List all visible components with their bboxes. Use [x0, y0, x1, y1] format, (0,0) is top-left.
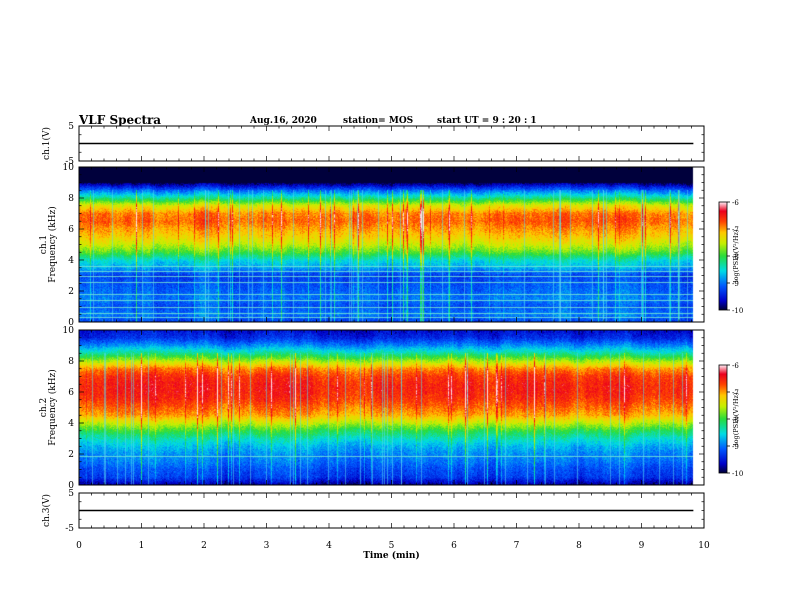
y-tick-label: 0	[68, 481, 74, 491]
ch1-spectrogram-colorbar	[719, 202, 727, 310]
x-tick-label: 9	[639, 541, 645, 551]
y-tick-label: 6	[68, 225, 74, 235]
start-time-label: start UT = 9 : 20 : 1	[437, 116, 537, 126]
x-axis-label: Time (min)	[363, 550, 420, 561]
colorbar-label: log(PSD)(V²/Hz)	[732, 229, 740, 282]
x-tick-label: 10	[698, 541, 710, 551]
x-tick-label: 7	[514, 541, 520, 551]
colorbar-tick-label: -8	[732, 416, 739, 424]
y-axis-label: ch.3(V)	[41, 494, 52, 527]
colorbar-tick-label: -8	[732, 253, 739, 261]
x-tick-label: 8	[576, 541, 582, 551]
x-tick-label: 2	[201, 541, 207, 551]
y-tick-label: 5	[68, 122, 74, 132]
y-tick-label: 2	[68, 450, 74, 460]
y-tick-label: 2	[68, 287, 74, 297]
y-tick-label: 4	[68, 419, 74, 429]
colorbar-tick-label: -6	[732, 199, 739, 207]
ch2-spectrogram-colorbar	[719, 365, 727, 473]
y-tick-label: 4	[68, 256, 74, 266]
x-tick-label: 4	[326, 541, 332, 551]
x-tick-label: 0	[76, 541, 82, 551]
x-tick-label: 1	[139, 541, 145, 551]
panels-layer	[79, 142, 704, 512]
y-tick-label: 8	[68, 357, 74, 367]
x-tick-label: 6	[451, 541, 457, 551]
ch1-spectrogram-image	[79, 167, 704, 322]
colorbar-tick-label: -7	[732, 226, 739, 234]
y-axis-label: ch.1	[39, 235, 49, 254]
colorbar-tick-label: -10	[732, 307, 743, 315]
date-label: Aug.16, 2020	[250, 116, 317, 126]
colorbar-tick-label: -7	[732, 389, 739, 397]
y-axis-label: Frequency (kHz)	[47, 369, 58, 446]
y-tick-label: 6	[68, 388, 74, 398]
colorbar-tick-label: -9	[732, 443, 739, 451]
colorbar-tick-label: -9	[732, 280, 739, 288]
ch2-spectrogram-image	[79, 330, 704, 485]
y-tick-label: 0	[68, 318, 74, 328]
y-axis-label: Frequency (kHz)	[47, 206, 58, 283]
y-tick-label: -5	[65, 157, 74, 167]
y-axis-label: ch.1(V)	[41, 127, 52, 160]
y-tick-label: 5	[68, 489, 74, 499]
colorbar-tick-label: -10	[732, 470, 743, 478]
station-label: station= MOS	[343, 116, 414, 126]
y-tick-label: 10	[63, 326, 75, 336]
x-tick-label: 5	[389, 541, 395, 551]
y-tick-label: -5	[65, 524, 74, 534]
y-tick-label: 10	[63, 163, 75, 173]
colorbars-layer: -6 -7 -8 -9 -10 log(PSD)(V²/Hz) -6 -7 -8 -9 -10 log…	[718, 199, 743, 478]
y-axis-label: ch.2	[39, 398, 49, 417]
y-tick-label: 8	[68, 194, 74, 204]
chart-title: VLF Spectra	[79, 113, 162, 127]
colorbar-label: log(PSD)(V²/Hz)	[732, 392, 740, 445]
colorbar-tick-label: -6	[732, 362, 739, 370]
x-tick-label: 3	[264, 541, 270, 551]
